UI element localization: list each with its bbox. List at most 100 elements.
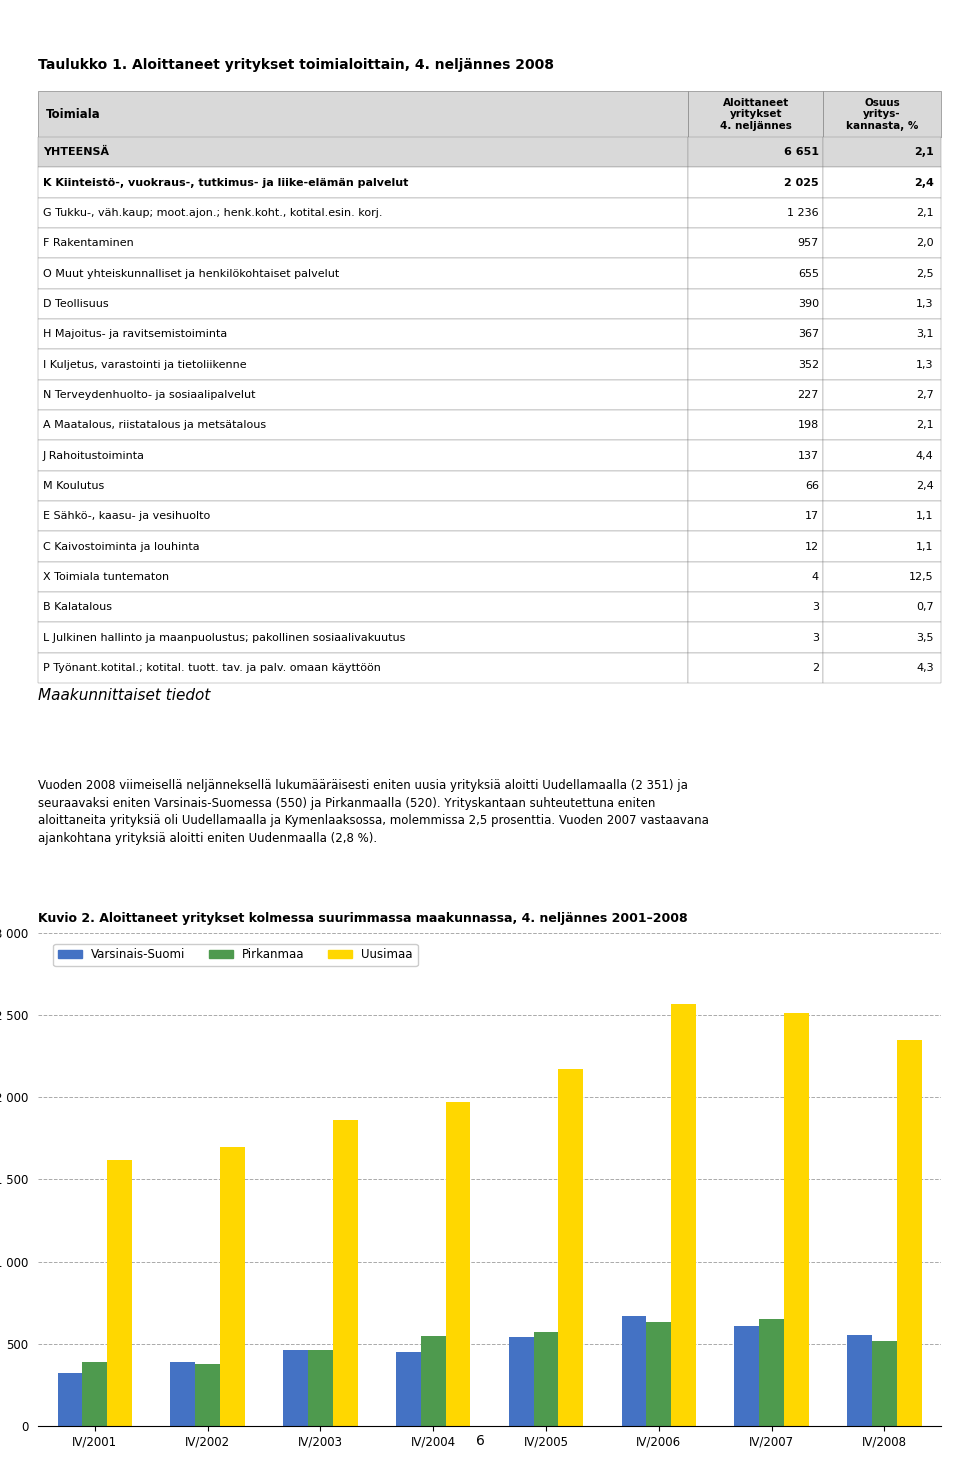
Text: 137: 137 xyxy=(798,451,819,460)
Bar xyxy=(824,532,941,562)
Bar xyxy=(445,1102,470,1426)
Bar xyxy=(38,259,688,288)
Bar xyxy=(824,653,941,684)
Bar xyxy=(824,319,941,350)
Text: Aloittaneet
yritykset
4. neljännes: Aloittaneet yritykset 4. neljännes xyxy=(720,97,792,131)
Bar xyxy=(195,1364,220,1426)
Bar xyxy=(688,197,824,228)
Text: I Kuljetus, varastointi ja tietoliikenne: I Kuljetus, varastointi ja tietoliikenne xyxy=(43,360,247,369)
Text: 3: 3 xyxy=(812,603,819,613)
Text: Kuvio 2. Aloittaneet yritykset kolmessa suurimmassa maakunnassa, 4. neljännes 20: Kuvio 2. Aloittaneet yritykset kolmessa … xyxy=(38,913,688,925)
Text: 17: 17 xyxy=(804,512,819,522)
Text: 0,7: 0,7 xyxy=(916,603,933,613)
Bar xyxy=(396,1352,420,1426)
Bar xyxy=(688,168,824,197)
Text: 2,1: 2,1 xyxy=(916,420,933,431)
Text: 2,5: 2,5 xyxy=(916,269,933,278)
Bar xyxy=(38,91,688,137)
Bar xyxy=(38,137,688,168)
Text: 198: 198 xyxy=(798,420,819,431)
Bar xyxy=(38,168,688,197)
Text: L Julkinen hallinto ja maanpuolustus; pakollinen sosiaalivakuutus: L Julkinen hallinto ja maanpuolustus; pa… xyxy=(43,632,405,642)
Text: 4,3: 4,3 xyxy=(916,663,933,673)
Bar xyxy=(38,622,688,653)
Bar xyxy=(646,1323,671,1426)
Bar xyxy=(784,1013,809,1426)
Text: D Teollisuus: D Teollisuus xyxy=(43,298,108,309)
Text: 1,1: 1,1 xyxy=(916,512,933,522)
Text: M Koulutus: M Koulutus xyxy=(43,481,105,491)
Bar xyxy=(847,1335,872,1426)
Text: 1 236: 1 236 xyxy=(787,207,819,218)
Bar xyxy=(824,501,941,532)
Text: 227: 227 xyxy=(798,390,819,400)
Text: 2,0: 2,0 xyxy=(916,238,933,248)
Legend: Varsinais-Suomi, Pirkanmaa, Uusimaa: Varsinais-Suomi, Pirkanmaa, Uusimaa xyxy=(54,944,418,966)
Text: 957: 957 xyxy=(798,238,819,248)
Text: N Terveydenhuolto- ja sosiaalipalvelut: N Terveydenhuolto- ja sosiaalipalvelut xyxy=(43,390,255,400)
Text: 655: 655 xyxy=(798,269,819,278)
Bar xyxy=(38,350,688,379)
Bar xyxy=(509,1338,534,1426)
Text: Toimiala: Toimiala xyxy=(46,107,101,121)
Text: 12: 12 xyxy=(804,541,819,551)
Text: X Toimiala tuntematon: X Toimiala tuntematon xyxy=(43,572,169,582)
Bar xyxy=(108,1160,132,1426)
Text: A Maatalous, riistatalous ja metsätalous: A Maatalous, riistatalous ja metsätalous xyxy=(43,420,266,431)
Text: 2,7: 2,7 xyxy=(916,390,933,400)
Text: 3: 3 xyxy=(812,632,819,642)
Bar xyxy=(824,197,941,228)
Text: J Rahoitustoiminta: J Rahoitustoiminta xyxy=(43,451,145,460)
Bar xyxy=(688,350,824,379)
Text: 66: 66 xyxy=(805,481,819,491)
Text: F Rakentaminen: F Rakentaminen xyxy=(43,238,133,248)
Bar xyxy=(38,470,688,501)
Bar xyxy=(688,653,824,684)
Text: P Työnant.kotital.; kotital. tuott. tav. ja palv. omaan käyttöön: P Työnant.kotital.; kotital. tuott. tav.… xyxy=(43,663,381,673)
Text: 1,1: 1,1 xyxy=(916,541,933,551)
Bar xyxy=(38,501,688,532)
Bar xyxy=(824,288,941,319)
Bar xyxy=(688,592,824,622)
Text: O Muut yhteiskunnalliset ja henkilökohtaiset palvelut: O Muut yhteiskunnalliset ja henkilökohta… xyxy=(43,269,339,278)
Bar xyxy=(824,379,941,410)
Bar xyxy=(688,288,824,319)
Text: 2,1: 2,1 xyxy=(916,207,933,218)
Bar xyxy=(824,592,941,622)
Bar xyxy=(38,653,688,684)
Bar xyxy=(688,259,824,288)
Bar xyxy=(688,379,824,410)
Text: E Sähkö-, kaasu- ja vesihuolto: E Sähkö-, kaasu- ja vesihuolto xyxy=(43,512,210,522)
Text: Maakunnittaiset tiedot: Maakunnittaiset tiedot xyxy=(38,688,211,703)
Bar xyxy=(824,259,941,288)
Text: G Tukku-, väh.kaup; moot.ajon.; henk.koht., kotital.esin. korj.: G Tukku-, väh.kaup; moot.ajon.; henk.koh… xyxy=(43,207,382,218)
Bar xyxy=(824,91,941,137)
Text: H Majoitus- ja ravitsemistoiminta: H Majoitus- ja ravitsemistoiminta xyxy=(43,329,228,340)
Bar xyxy=(38,532,688,562)
Text: 367: 367 xyxy=(798,329,819,340)
Bar xyxy=(38,319,688,350)
Text: C Kaivostoiminta ja louhinta: C Kaivostoiminta ja louhinta xyxy=(43,541,200,551)
Text: YHTEENSÄ: YHTEENSÄ xyxy=(43,147,108,157)
Bar xyxy=(824,470,941,501)
Bar xyxy=(38,562,688,592)
Bar xyxy=(824,562,941,592)
Text: 2,4: 2,4 xyxy=(916,481,933,491)
Text: 4: 4 xyxy=(812,572,819,582)
Bar xyxy=(38,592,688,622)
Text: 390: 390 xyxy=(798,298,819,309)
Bar xyxy=(734,1326,759,1426)
Bar xyxy=(688,441,824,470)
Bar xyxy=(83,1361,108,1426)
Bar xyxy=(688,622,824,653)
Bar xyxy=(897,1039,922,1426)
Text: Taulukko 1. Aloittaneet yritykset toimialoittain, 4. neljännes 2008: Taulukko 1. Aloittaneet yritykset toimia… xyxy=(38,59,555,72)
Bar xyxy=(308,1351,333,1426)
Text: 3,5: 3,5 xyxy=(916,632,933,642)
Bar xyxy=(621,1316,646,1426)
Text: 2,1: 2,1 xyxy=(914,147,933,157)
Text: 2,4: 2,4 xyxy=(914,178,933,188)
Text: 2: 2 xyxy=(812,663,819,673)
Bar xyxy=(38,441,688,470)
Bar xyxy=(688,91,824,137)
